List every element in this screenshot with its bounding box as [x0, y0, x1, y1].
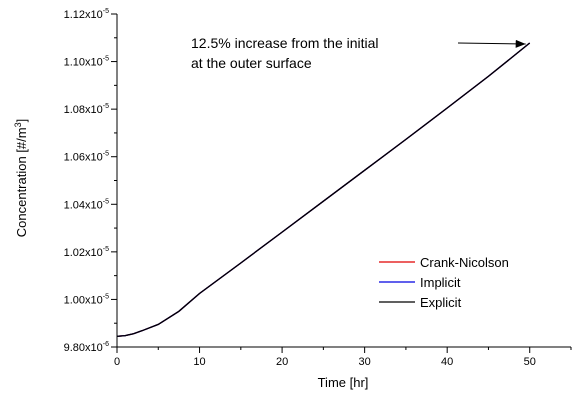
x-axis-ticks: 0 10 20 30 40 50	[114, 347, 572, 368]
y-axis-ticks: 9.80x10-6 1.00x10-5 1.02x10-5 1.04x10-5 1.06…	[64, 8, 117, 354]
x-axis-label: Time [hr]	[318, 375, 369, 390]
x-tick-label: 40	[441, 356, 453, 368]
series-line-explicit	[116, 42, 531, 337]
y-axis-label: Concentration [#/m3]	[13, 119, 29, 237]
y-axis-label-end: ]	[14, 119, 29, 123]
annotation-line-2: at the outer surface	[191, 55, 312, 71]
y-tick-label: 1.10x10-5	[64, 56, 109, 69]
x-tick-label: 30	[359, 356, 371, 368]
annotation: 12.5% increase from the initial at the o…	[191, 35, 526, 71]
legend-label-implicit: Implicit	[420, 275, 461, 290]
y-tick-label: 1.12x10-5	[64, 8, 109, 21]
legend: Crank-Nicolson Implicit Explicit	[379, 255, 509, 310]
series-line-implicit	[116, 42, 531, 337]
y-axis-label-main: Concentration [#/m	[14, 127, 29, 237]
y-tick-label: 1.08x10-5	[64, 103, 109, 116]
legend-label-explicit: Explicit	[420, 295, 462, 310]
annotation-arrow	[457, 39, 526, 48]
y-tick-label: 1.00x10-5	[64, 293, 109, 306]
series-line-crank-nicolson	[116, 42, 531, 337]
legend-label-crank-nicolson: Crank-Nicolson	[420, 255, 509, 270]
x-tick-label: 10	[193, 356, 205, 368]
x-tick-label: 20	[276, 356, 288, 368]
x-tick-label: 0	[114, 356, 120, 368]
annotation-line-1: 12.5% increase from the initial	[191, 35, 379, 51]
y-tick-label: 1.02x10-5	[64, 246, 109, 259]
y-tick-label: 1.04x10-5	[64, 198, 109, 211]
y-tick-label: 1.06x10-5	[64, 151, 109, 164]
y-tick-label: 9.80x10-6	[64, 341, 109, 354]
x-tick-label: 50	[524, 356, 536, 368]
series-layer	[116, 42, 531, 337]
y-axis-label-sup: 3	[13, 122, 23, 127]
